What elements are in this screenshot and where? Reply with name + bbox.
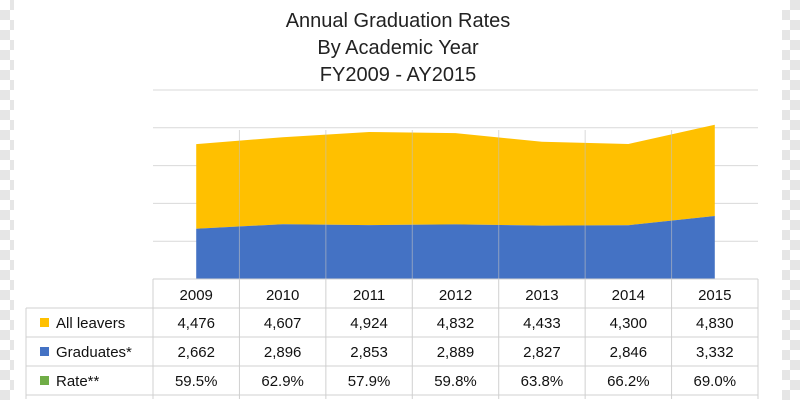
legend-label: Graduates* bbox=[56, 344, 132, 361]
legend-key bbox=[40, 347, 49, 356]
x-tick-label: 2012 bbox=[439, 287, 472, 304]
area-chart: 2009 2010 2011 2012 2013 2014 2015 All leavers 4… bbox=[25, 89, 759, 399]
data-label: 57.9% bbox=[348, 373, 391, 390]
data-label: 4,607 bbox=[264, 315, 302, 332]
x-tick-label: 2013 bbox=[525, 287, 558, 304]
data-label: 59.5% bbox=[175, 373, 218, 390]
legend-key bbox=[40, 376, 49, 385]
data-table: 2009 2010 2011 2012 2013 2014 2015 All leavers 4… bbox=[25, 278, 759, 399]
legend-key bbox=[40, 318, 49, 327]
data-label: 4,300 bbox=[610, 315, 648, 332]
data-label: 4,476 bbox=[177, 315, 215, 332]
data-label: 2,853 bbox=[350, 344, 388, 361]
chart-title: Annual Graduation Rates By Academic Year… bbox=[14, 8, 782, 89]
data-label: 2,889 bbox=[437, 344, 475, 361]
area-all-leavers bbox=[196, 124, 715, 229]
x-tick-label: 2014 bbox=[612, 287, 645, 304]
data-label: 4,924 bbox=[350, 315, 388, 332]
chart-card: Annual Graduation Rates By Academic Year… bbox=[14, 0, 782, 400]
data-label: 4,433 bbox=[523, 315, 561, 332]
chart-title-line-2: By Academic Year bbox=[317, 37, 479, 59]
data-label: 2,827 bbox=[523, 344, 561, 361]
data-label: 66.2% bbox=[607, 373, 650, 390]
area-graduates bbox=[196, 216, 715, 279]
data-label: 59.8% bbox=[434, 373, 477, 390]
x-tick-label: 2011 bbox=[353, 287, 385, 304]
data-label: 2,846 bbox=[610, 344, 648, 361]
legend-label: Rate** bbox=[56, 373, 100, 390]
data-label: 4,830 bbox=[696, 315, 734, 332]
data-label: 3,332 bbox=[696, 344, 734, 361]
chart-title-line-3: FY2009 - AY2015 bbox=[319, 64, 477, 86]
legend-label: All leavers bbox=[56, 315, 125, 332]
data-label: 2,662 bbox=[177, 344, 215, 361]
x-tick-label: 2015 bbox=[698, 287, 731, 304]
data-label: 4,832 bbox=[437, 315, 475, 332]
stacked-areas bbox=[196, 124, 715, 279]
chart-title-line-1: Annual Graduation Rates bbox=[285, 10, 511, 32]
data-label: 2,896 bbox=[264, 344, 302, 361]
data-label: 69.0% bbox=[694, 373, 737, 390]
x-tick-label: 2010 bbox=[266, 287, 299, 304]
data-label: 62.9% bbox=[261, 373, 304, 390]
x-tick-label: 2009 bbox=[180, 287, 213, 304]
data-label: 63.8% bbox=[521, 373, 564, 390]
